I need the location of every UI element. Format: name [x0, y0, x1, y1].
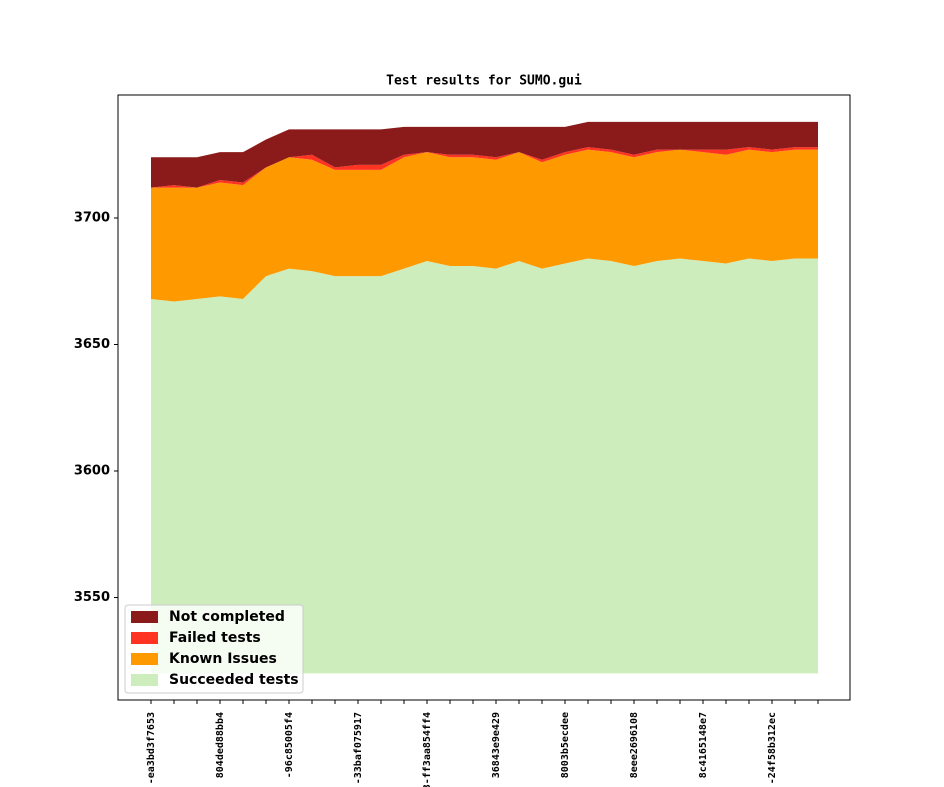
y-tick-label: 3550 [74, 590, 110, 605]
x-tick-label: -24f58b312ec [767, 712, 778, 784]
x-tick-label: 8c4165148e7 [698, 712, 709, 778]
x-tick-label: 8eee2696108 [629, 712, 640, 778]
legend-label: Known Issues [169, 651, 277, 667]
legend-swatch [131, 653, 158, 665]
legend-swatch [131, 674, 158, 686]
area [151, 149, 818, 302]
legend-swatch [131, 632, 158, 644]
legend-label: Failed tests [169, 630, 261, 646]
chart-title: Test results for SUMO.gui [386, 74, 582, 89]
x-tick-label: -96c85005f4 [284, 712, 295, 778]
x-tick-label: 36843e9e429 [491, 712, 502, 778]
area [151, 121, 818, 188]
x-tick-label: -33baf075917 [353, 712, 364, 784]
area [151, 258, 818, 674]
x-tick-label: 8003b5ecdee [560, 712, 571, 778]
legend-swatch [131, 611, 158, 623]
x-tick-label: 3-ff3aa854ff4 [422, 712, 433, 787]
legend-box [124, 604, 304, 694]
y-tick-label: 3650 [74, 337, 110, 352]
legend-label: Not completed [169, 609, 285, 625]
x-tick-label: 804ded88bb4 [215, 712, 226, 778]
x-tick-label: -ea3bd3f7653 [146, 712, 157, 784]
plot-frame [117, 94, 851, 701]
legend-label: Succeeded tests [169, 672, 299, 688]
y-tick-label: 3600 [74, 464, 110, 479]
y-tick-label: 3700 [74, 210, 110, 225]
